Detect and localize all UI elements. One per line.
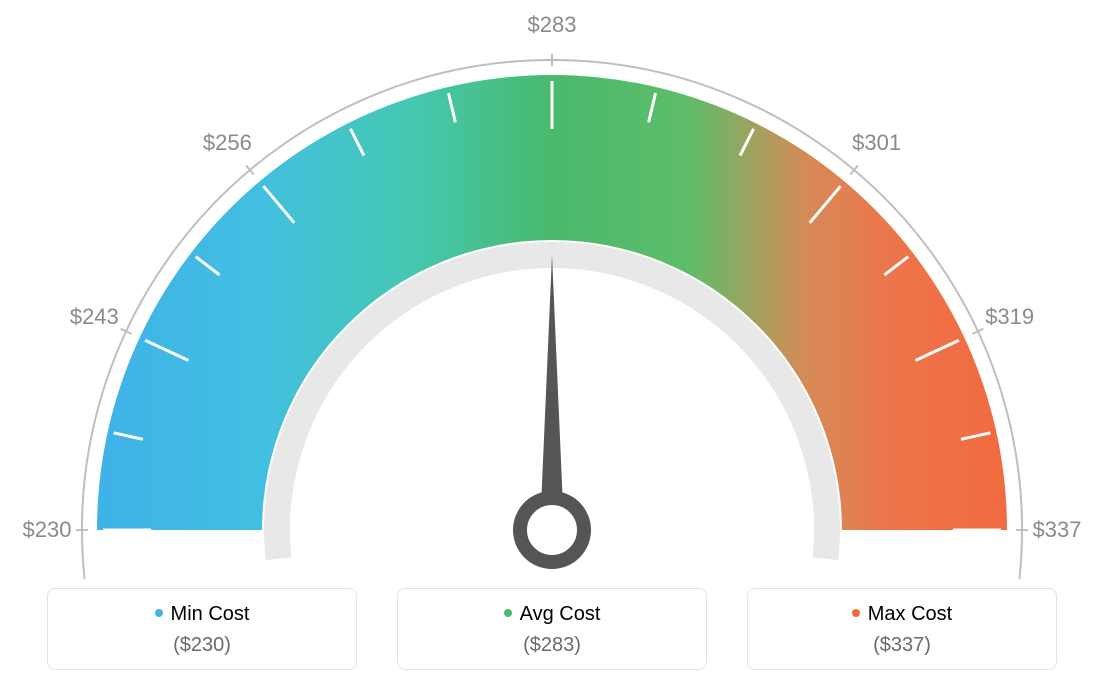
legend-avg-cost: Avg Cost ($283) [397,588,707,670]
gauge-tick-label: $230 [23,517,72,543]
legend-max-label: Max Cost [748,603,1056,626]
legend-max-value: ($337) [748,634,1056,657]
legend-row: Min Cost ($230) Avg Cost ($283) Max Cost… [0,588,1104,670]
legend-min-cost: Min Cost ($230) [47,588,357,670]
legend-min-label: Min Cost [48,603,356,626]
dot-avg [504,609,512,617]
dot-min [155,609,163,617]
gauge-tick-label: $337 [1033,517,1082,543]
legend-avg-label: Avg Cost [398,603,706,626]
cost-gauge-chart: $230 $243 $256 $283 $301 $319 $337 Min Cost ($… [0,0,1104,690]
legend-max-label-text: Max Cost [868,603,952,625]
gauge-tick-label: $256 [203,130,252,156]
legend-min-label-text: Min Cost [171,603,250,625]
gauge-tick-label: $301 [852,130,901,156]
legend-avg-label-text: Avg Cost [520,603,601,625]
legend-avg-value: ($283) [398,634,706,657]
gauge-tick-label: $283 [528,12,577,38]
gauge-svg [0,0,1104,580]
gauge-tick-label: $319 [985,304,1034,330]
gauge-area: $230 $243 $256 $283 $301 $319 $337 [0,0,1104,580]
gauge-tick-label: $243 [70,304,119,330]
legend-max-cost: Max Cost ($337) [747,588,1057,670]
legend-min-value: ($230) [48,634,356,657]
dot-max [852,609,860,617]
